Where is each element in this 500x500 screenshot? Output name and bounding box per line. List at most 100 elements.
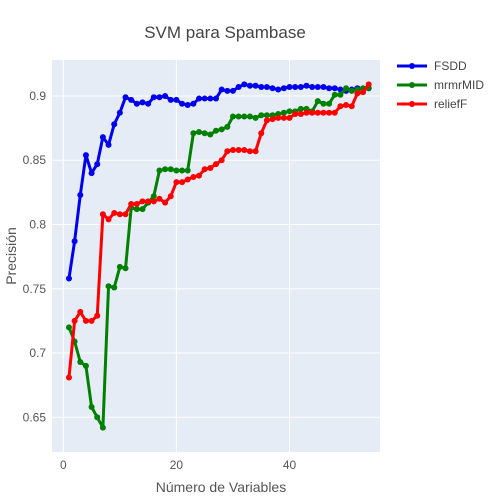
legend-label: mrmrMID: [434, 78, 484, 92]
legend-item-fsdd[interactable]: FSDD: [397, 59, 467, 73]
data-point-fsdd: [150, 94, 157, 101]
plot-area: [52, 60, 380, 452]
data-point-fsdd: [286, 83, 293, 90]
data-point-relieff: [167, 193, 174, 200]
legend-item-relieff[interactable]: reliefF: [397, 97, 467, 111]
data-point-mrmrmid: [207, 131, 214, 138]
data-point-mrmrmid: [326, 100, 333, 107]
data-point-fsdd: [122, 94, 129, 101]
data-point-mrmrmid: [167, 166, 174, 173]
data-point-fsdd: [128, 96, 135, 103]
data-point-mrmrmid: [258, 112, 265, 119]
data-point-mrmrmid: [314, 98, 321, 105]
y-tick-label: 0.75: [23, 282, 47, 296]
data-point-relieff: [128, 200, 135, 207]
data-point-fsdd: [116, 109, 123, 116]
data-point-mrmrmid: [179, 167, 186, 174]
data-point-mrmrmid: [173, 167, 180, 174]
data-point-mrmrmid: [235, 113, 242, 120]
data-point-relieff: [116, 211, 123, 218]
data-point-relieff: [207, 164, 214, 171]
data-point-fsdd: [275, 86, 282, 93]
y-tick-label: 0.85: [23, 153, 47, 167]
data-point-relieff: [354, 90, 361, 97]
data-point-relieff: [229, 146, 236, 153]
data-point-mrmrmid: [162, 166, 169, 173]
data-point-relieff: [99, 211, 106, 218]
data-point-mrmrmid: [331, 91, 338, 98]
data-point-mrmrmid: [133, 206, 140, 213]
data-point-fsdd: [201, 95, 208, 102]
data-point-mrmrmid: [122, 265, 129, 272]
data-point-relieff: [303, 109, 310, 116]
data-point-mrmrmid: [65, 324, 72, 331]
data-point-fsdd: [179, 100, 186, 107]
data-point-fsdd: [303, 82, 310, 89]
data-point-mrmrmid: [99, 424, 106, 431]
data-point-relieff: [133, 200, 140, 207]
data-point-mrmrmid: [94, 414, 101, 421]
data-point-relieff: [297, 110, 304, 117]
data-point-mrmrmid: [105, 283, 112, 290]
data-point-relieff: [111, 209, 118, 216]
y-axis-title: Precisión: [3, 227, 19, 285]
data-point-fsdd: [207, 95, 214, 102]
data-point-fsdd: [99, 134, 106, 141]
data-point-mrmrmid: [348, 87, 355, 94]
data-point-fsdd: [235, 83, 242, 90]
data-point-fsdd: [162, 92, 169, 99]
data-point-relieff: [145, 198, 152, 205]
data-point-relieff: [162, 199, 169, 206]
data-point-fsdd: [297, 83, 304, 90]
data-point-relieff: [269, 116, 276, 123]
series-fsdd: [65, 81, 372, 282]
data-point-mrmrmid: [82, 362, 89, 369]
data-point-fsdd: [224, 87, 231, 94]
data-point-fsdd: [229, 87, 236, 94]
x-tick-label: 0: [60, 458, 67, 472]
data-point-relieff: [173, 179, 180, 186]
data-point-mrmrmid: [201, 130, 208, 137]
legend-marker: [409, 63, 415, 69]
data-point-relieff: [348, 103, 355, 110]
legend[interactable]: FSDD mrmrMID reliefF: [397, 59, 484, 111]
data-point-relieff: [184, 176, 191, 183]
data-point-fsdd: [71, 238, 78, 245]
data-point-relieff: [241, 146, 248, 153]
data-point-fsdd: [184, 101, 191, 108]
legend-marker: [409, 101, 415, 107]
legend-label: reliefF: [434, 97, 467, 111]
data-point-relieff: [263, 117, 270, 124]
legend-label: FSDD: [434, 59, 467, 73]
data-point-fsdd: [320, 83, 327, 90]
data-point-relieff: [292, 110, 299, 117]
data-point-relieff: [88, 317, 95, 324]
data-point-relieff: [360, 89, 367, 96]
data-point-mrmrmid: [213, 127, 219, 134]
data-point-fsdd: [139, 99, 146, 106]
data-point-fsdd: [82, 152, 89, 159]
data-point-fsdd: [77, 191, 84, 198]
data-point-relieff: [258, 130, 265, 137]
y-tick-label: 0.7: [29, 346, 46, 360]
data-point-relieff: [246, 148, 253, 155]
data-point-relieff: [213, 161, 219, 168]
data-point-mrmrmid: [241, 113, 248, 120]
data-point-fsdd: [263, 83, 270, 90]
legend-item-mrmrmid[interactable]: mrmrMID: [397, 78, 484, 92]
data-point-fsdd: [280, 85, 287, 92]
series-relieff: [65, 81, 372, 381]
data-point-mrmrmid: [343, 85, 350, 92]
data-point-relieff: [337, 103, 344, 110]
y-tick-labels: 0.65 0.7 0.75 0.8 0.85 0.9: [23, 89, 47, 424]
data-point-fsdd: [65, 275, 72, 282]
data-point-relieff: [71, 317, 78, 324]
data-point-relieff: [280, 114, 287, 121]
x-axis-title: Número de Variables: [156, 479, 286, 495]
data-point-fsdd: [190, 100, 197, 107]
data-point-fsdd: [156, 94, 163, 101]
data-point-fsdd: [292, 83, 299, 90]
data-point-relieff: [235, 146, 242, 153]
data-point-relieff: [150, 198, 157, 205]
